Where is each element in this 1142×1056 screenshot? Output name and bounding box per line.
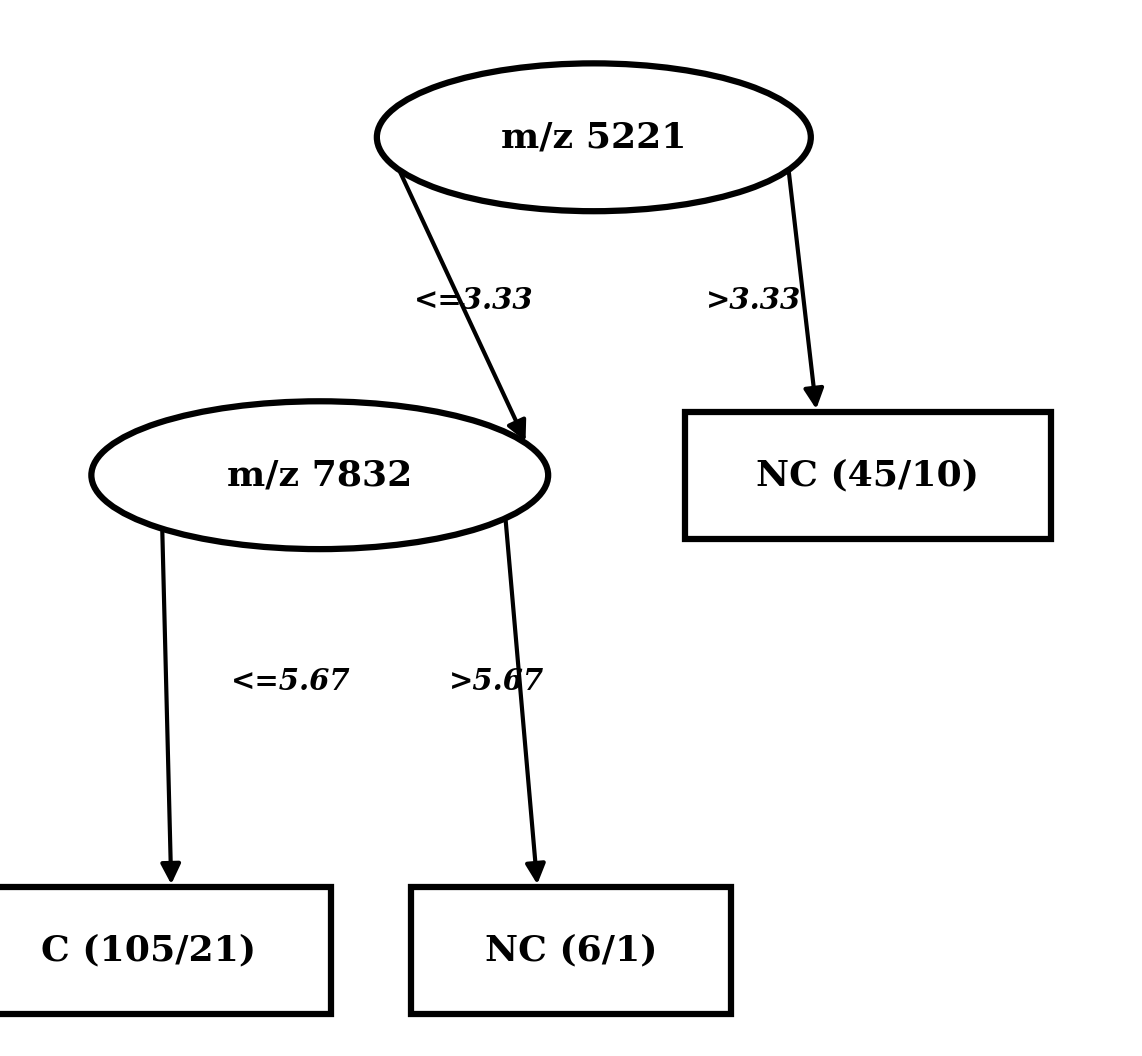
FancyBboxPatch shape [411, 887, 731, 1014]
Text: <=3.33: <=3.33 [415, 286, 533, 316]
FancyBboxPatch shape [685, 412, 1051, 539]
Text: m/z 7832: m/z 7832 [227, 458, 412, 492]
Text: m/z 5221: m/z 5221 [501, 120, 686, 154]
Text: C (105/21): C (105/21) [41, 934, 256, 967]
Ellipse shape [91, 401, 548, 549]
Text: <=5.67: <=5.67 [232, 666, 351, 696]
Text: >3.33: >3.33 [706, 286, 802, 316]
Text: NC (6/1): NC (6/1) [484, 934, 658, 967]
Ellipse shape [377, 63, 811, 211]
Text: >5.67: >5.67 [449, 666, 545, 696]
FancyBboxPatch shape [0, 887, 331, 1014]
Text: NC (45/10): NC (45/10) [756, 458, 980, 492]
